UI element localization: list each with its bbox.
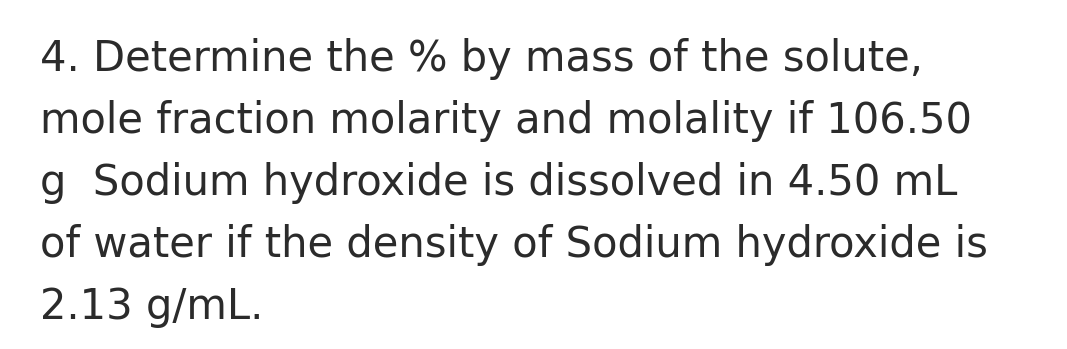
- Text: g  Sodium hydroxide is dissolved in 4.50 mL: g Sodium hydroxide is dissolved in 4.50 …: [39, 162, 957, 204]
- Text: 4. Determine the % by mass of the solute,: 4. Determine the % by mass of the solute…: [39, 38, 923, 80]
- Text: 2.13 g/mL.: 2.13 g/mL.: [39, 286, 264, 328]
- Text: of water if the density of Sodium hydroxide is: of water if the density of Sodium hydrox…: [39, 224, 988, 266]
- Text: mole fraction molarity and molality if 106.50: mole fraction molarity and molality if 1…: [39, 100, 972, 142]
